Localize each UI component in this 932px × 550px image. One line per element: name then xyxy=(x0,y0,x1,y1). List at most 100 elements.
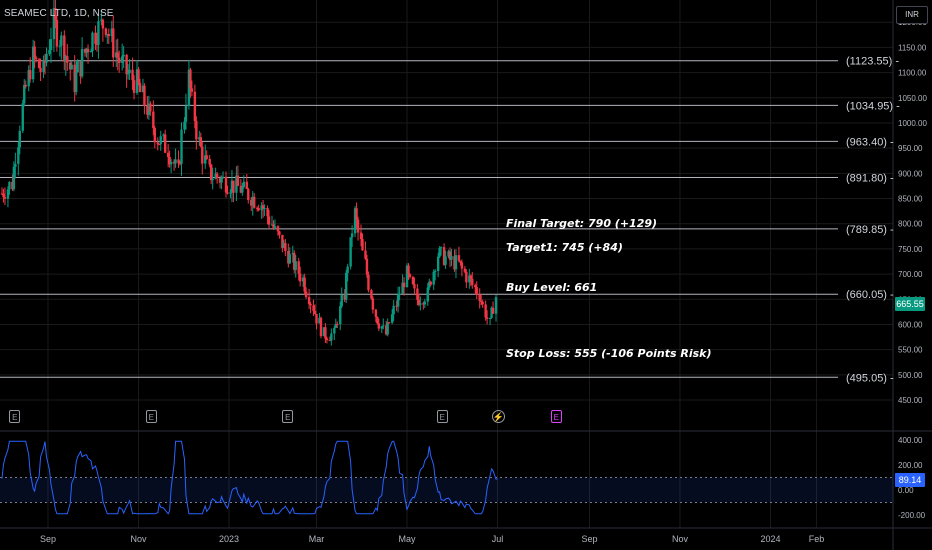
candle-body xyxy=(177,159,180,164)
candle-body xyxy=(24,84,27,87)
candle-body xyxy=(220,177,223,183)
candle-body xyxy=(215,173,219,179)
y-tick-label: 600.00 xyxy=(898,320,923,329)
candle-body xyxy=(247,189,250,200)
candle-body xyxy=(315,313,318,324)
symbol-title: SEAMEC LTD, 1D, NSE xyxy=(4,8,114,19)
candle-body xyxy=(374,309,378,317)
candle-body xyxy=(37,59,41,68)
candle-body xyxy=(465,271,468,283)
candle-body xyxy=(324,327,327,339)
candle-body xyxy=(204,155,207,164)
candle-body xyxy=(469,275,472,279)
candle-body xyxy=(396,294,400,307)
candle-body xyxy=(261,205,265,209)
candle-body xyxy=(304,291,308,298)
earnings-e-icon[interactable]: E xyxy=(282,410,294,423)
candle-body xyxy=(27,70,30,87)
candle-body xyxy=(257,208,260,211)
candle-body xyxy=(367,274,370,291)
candle-body xyxy=(364,250,367,259)
candle-body xyxy=(76,61,79,73)
candle-body xyxy=(255,207,259,209)
earnings-e-icon[interactable]: E xyxy=(436,410,448,423)
candle-body xyxy=(2,193,5,198)
candle-body xyxy=(250,199,253,206)
candle-body xyxy=(459,260,462,263)
candle-body xyxy=(97,21,100,45)
candle-body xyxy=(471,278,474,286)
y-tick-label: 950.00 xyxy=(898,144,923,153)
candle-body xyxy=(359,232,363,240)
candle-body xyxy=(163,134,167,153)
candle-body xyxy=(60,35,63,46)
candle-body xyxy=(475,287,478,295)
candle-body xyxy=(325,338,329,341)
candle-body xyxy=(126,73,130,75)
candle-body xyxy=(438,247,441,257)
candle-body xyxy=(199,137,202,147)
candle-body xyxy=(371,298,375,310)
candle-body xyxy=(388,322,391,324)
candle-body xyxy=(141,85,145,93)
y-tick-label: 1150.00 xyxy=(898,43,927,52)
candle-body xyxy=(284,243,287,251)
candle-body xyxy=(79,61,82,77)
candle-body xyxy=(115,52,118,58)
y-tick-label: 450.00 xyxy=(898,396,923,405)
candle-body xyxy=(301,277,305,282)
candle-body xyxy=(104,28,108,35)
level-label: (789.85) - xyxy=(846,224,894,236)
candle-body xyxy=(21,103,24,131)
candle-body xyxy=(432,271,435,285)
candle-body xyxy=(380,326,383,329)
earnings-e-icon[interactable]: E xyxy=(9,410,21,423)
candle-body xyxy=(334,323,337,328)
earnings-e-icon[interactable]: E xyxy=(145,410,157,423)
candle-body xyxy=(245,181,248,190)
candle-body xyxy=(460,262,464,269)
candle-body xyxy=(122,54,125,57)
y-tick-label: 550.00 xyxy=(898,346,923,355)
candle-body xyxy=(291,252,294,255)
candle-body xyxy=(169,161,173,165)
candle-body xyxy=(416,288,419,300)
level-label: (891.80) - xyxy=(846,172,894,184)
candle-body xyxy=(201,146,204,164)
candle-body xyxy=(484,304,487,318)
x-tick-label: Jul xyxy=(492,534,504,544)
candle-body xyxy=(178,163,182,165)
candle-body xyxy=(401,282,404,294)
candle-body xyxy=(444,256,447,265)
candle-body xyxy=(183,121,186,130)
candle-body xyxy=(236,175,240,186)
candle-body xyxy=(85,48,88,53)
candle-body xyxy=(11,181,14,190)
candle-body xyxy=(147,103,151,115)
candle-body xyxy=(288,254,292,264)
candle-body xyxy=(180,129,183,164)
candle-body xyxy=(174,159,177,164)
candle-body xyxy=(158,144,161,146)
candle-body xyxy=(110,28,113,37)
y-tick-label: 800.00 xyxy=(898,220,923,229)
buy-level-annotation: Buy Level: 661 xyxy=(506,281,598,295)
candle-body xyxy=(303,277,306,292)
x-tick-label: 2024 xyxy=(760,534,780,544)
candle-body xyxy=(198,137,201,140)
candle-body xyxy=(31,46,35,80)
candle-body xyxy=(407,265,410,275)
candle-body xyxy=(312,305,315,311)
candle-body xyxy=(58,45,62,47)
candle-body xyxy=(478,294,481,301)
candle-body xyxy=(297,261,300,274)
candle-body xyxy=(267,216,271,225)
dividend-bolt-icon[interactable]: ⚡ xyxy=(491,410,505,423)
candle-body xyxy=(307,297,311,304)
candle-body xyxy=(211,178,214,181)
currency-button[interactable]: INR xyxy=(896,6,928,24)
earnings-e-upcoming-icon[interactable]: E xyxy=(550,410,562,423)
candle-body xyxy=(43,59,47,63)
candle-body xyxy=(468,275,471,283)
